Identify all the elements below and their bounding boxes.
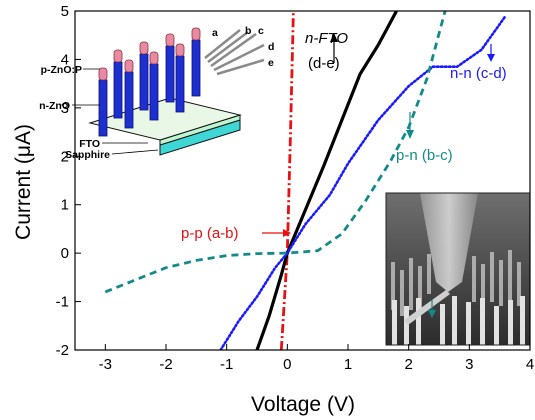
series-line-2 [219,14,508,350]
y-axis-label: Current (μA) [12,124,35,240]
inset-label-n-zno: n-ZnO [39,100,70,112]
inset-label-p-zno: p-ZnO:P [41,64,82,76]
x-tick-label-0: -3 [99,356,112,373]
x-axis-label: Voltage (V) [251,393,355,416]
series-line-1 [255,11,398,350]
inset-label-a: a [212,27,218,39]
x-tick-label-6: 3 [465,356,473,373]
x-tick-label-2: -1 [220,356,233,373]
inset-label-sapphire: Sapphire [65,149,110,161]
series-layer [104,11,508,350]
label-d-e: (d-e) [308,55,340,72]
y-tick-label-7: 5 [61,3,69,20]
sem-micrograph-image [385,192,531,346]
inset-label-fto: FTO [79,138,100,150]
label-n-fto: n-FTO [305,30,348,47]
y-tick-label-6: 4 [61,51,69,68]
label-p-n: p-n (b-c) [396,147,453,164]
plot-frame [74,10,531,351]
x-tick-label-1: -2 [159,356,172,373]
annotation-arrows [262,33,495,318]
x-tick-label-3: 0 [283,356,291,373]
x-tick-label-7: 4 [526,356,534,373]
inset-label-c: c [258,25,264,37]
inset-label-b: b [245,25,251,37]
x-tick-label-4: 1 [344,356,352,373]
y-tick-label-0: -2 [56,342,69,359]
y-tick-label-4: 2 [61,148,69,165]
x-tick-label-5: 2 [404,356,412,373]
label-n-n: n-n (c-d) [450,65,507,82]
y-tick-label-5: 3 [61,100,69,117]
label-p-p: p-p (a-b) [181,225,239,242]
inset-label-e: e [268,57,274,69]
tick-layer: -3 -2 -1 0 1 2 3 4 -2 -1 0 1 2 3 4 5 [56,3,535,373]
inset-schematic: a b c d e p-ZnO:P n-ZnO FTO Sapphire [39,25,274,161]
series-line-0 [279,11,295,350]
y-tick-label-3: 1 [61,197,69,214]
y-tick-label-2: 0 [61,245,69,262]
y-tick-label-1: -1 [56,294,69,311]
inset-label-d: d [268,41,274,53]
